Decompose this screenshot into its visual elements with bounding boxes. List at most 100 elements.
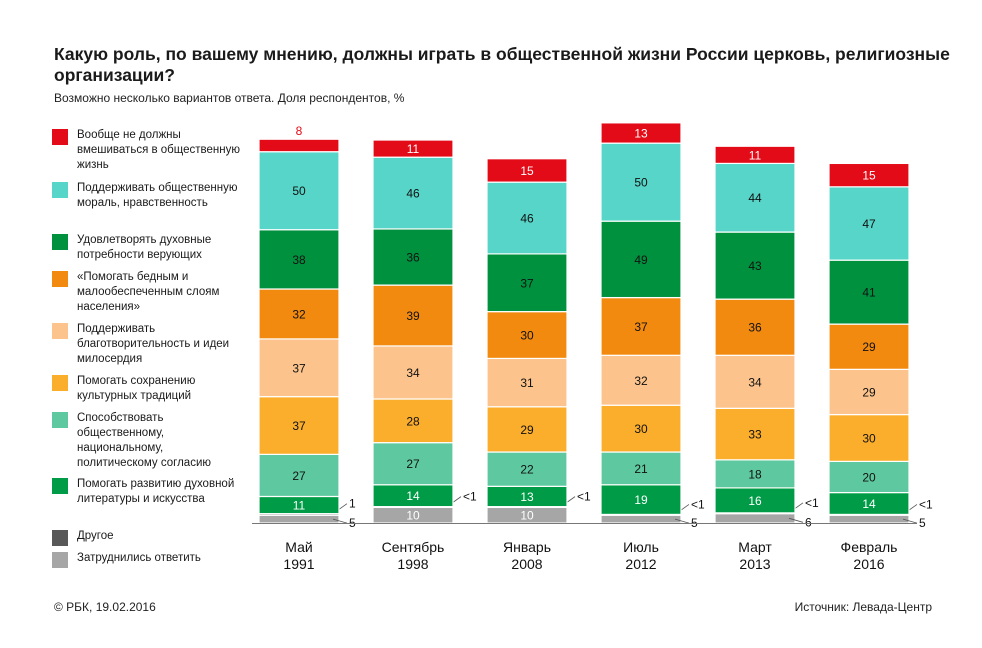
data-label: 37	[634, 320, 648, 334]
legend-label: Способствовать общественному, национальн…	[77, 412, 211, 469]
bar-segment	[486, 311, 568, 360]
data-label: 8	[296, 124, 303, 138]
data-label: 14	[862, 497, 876, 511]
data-label: 15	[862, 169, 876, 183]
x-tick-label: 1998	[397, 556, 428, 572]
bar-segment	[258, 338, 340, 398]
data-label: 13	[634, 127, 648, 141]
x-tick-label: 1991	[283, 556, 314, 572]
leader-line	[674, 518, 690, 524]
data-label: 11	[293, 499, 306, 513]
data-label: 27	[406, 457, 420, 471]
legend-swatch	[52, 271, 68, 287]
leader-line	[332, 518, 348, 524]
bar-stack: 10 <1 13 22 29 31 30 37 46 15	[486, 158, 591, 524]
data-label: 15	[520, 164, 534, 178]
data-label: 34	[748, 375, 762, 389]
legend-label: Помогать развитию духовной литературы и …	[77, 478, 235, 505]
data-label: 43	[748, 259, 762, 273]
data-label: 39	[406, 309, 420, 323]
bar-segment	[828, 514, 910, 524]
data-label: 5	[919, 516, 926, 530]
data-label: 50	[634, 176, 648, 190]
legend-label: Поддерживать благотворительность и идеи …	[77, 323, 230, 365]
data-label: 46	[520, 212, 534, 226]
bar-segment	[258, 151, 340, 231]
bar-segment	[372, 284, 454, 347]
data-label: <1	[691, 497, 705, 511]
bar-segment	[600, 122, 682, 144]
bar-segment	[828, 413, 910, 462]
data-label: 27	[292, 469, 306, 483]
legend-swatch	[52, 375, 68, 391]
x-tick-label: Март	[738, 539, 772, 555]
bar-segment	[258, 396, 340, 455]
data-label: <1	[577, 490, 591, 504]
data-label: 11	[407, 142, 420, 156]
data-label: 30	[634, 422, 648, 436]
data-label: 11	[749, 148, 762, 162]
bar-segment	[372, 442, 454, 486]
bar-segment	[714, 354, 796, 409]
bar-segment	[258, 138, 340, 153]
x-tick-label: Июль	[623, 539, 659, 555]
data-label: 10	[406, 509, 420, 523]
data-label: 18	[748, 467, 762, 481]
bar-segment	[258, 288, 340, 340]
data-label: <1	[919, 497, 933, 511]
data-label: 19	[634, 493, 648, 507]
data-label: 31	[520, 376, 534, 390]
bar-stack: 51112737373238508	[258, 124, 356, 530]
bar-segment	[372, 156, 454, 230]
bar-segment	[828, 259, 910, 325]
data-label: <1	[463, 490, 477, 504]
x-tick-label: Сентябрь	[382, 539, 445, 555]
legend-swatch	[52, 412, 68, 428]
legend-label: Вообще не должны вмешиваться в обществен…	[77, 129, 240, 171]
bar-segment	[372, 139, 454, 158]
bar-segment	[828, 186, 910, 261]
data-label: 1	[349, 497, 356, 511]
bar-segment	[486, 253, 568, 313]
x-tick-label: 2012	[625, 556, 656, 572]
bar-segment	[372, 228, 454, 286]
data-label: 44	[748, 191, 762, 205]
data-label: 30	[520, 329, 534, 343]
legend-swatch	[52, 478, 68, 494]
bar-segment	[714, 513, 796, 524]
bar-segment	[600, 220, 682, 299]
legend-swatch	[52, 234, 68, 250]
bar-segment	[600, 451, 682, 486]
bar-segment	[258, 514, 340, 524]
bar-segment	[486, 451, 568, 487]
bar-segment	[600, 354, 682, 406]
data-label: 32	[634, 374, 648, 388]
bar-segment	[600, 404, 682, 453]
bar-segment	[828, 162, 910, 188]
bar-segment	[486, 181, 568, 255]
legend-label: Удовлетворять духовные потребности верую…	[77, 234, 212, 261]
data-label: 33	[748, 428, 762, 442]
x-tick-label: Май	[285, 539, 312, 555]
bar-segment	[714, 407, 796, 461]
bar-segment	[714, 459, 796, 489]
data-label: 22	[520, 463, 534, 477]
bar-stack: 10 <1 14 27 28 34 39 36 46 11	[372, 139, 477, 524]
bar-segment	[714, 162, 796, 233]
data-label: 10	[520, 509, 534, 523]
data-label: 30	[862, 431, 876, 445]
legend-label: Помогать сохранению культурных традиций	[77, 375, 196, 402]
x-tick-label: 2008	[511, 556, 542, 572]
bar-segment	[828, 368, 910, 416]
data-label: 36	[748, 321, 762, 335]
x-tick-label: Январь	[503, 539, 551, 555]
copyright-text: © РБК, 19.02.2016	[54, 600, 156, 614]
data-label: 37	[292, 361, 306, 375]
x-tick-label: Февраль	[841, 539, 898, 555]
data-label: <1	[805, 496, 819, 510]
legend-label: Другое	[77, 530, 114, 542]
legend-label: Поддерживать общественную мораль, нравст…	[77, 182, 238, 209]
bar-stack: 5 <1 14 20 30 29 29 41 47 15	[828, 162, 933, 530]
